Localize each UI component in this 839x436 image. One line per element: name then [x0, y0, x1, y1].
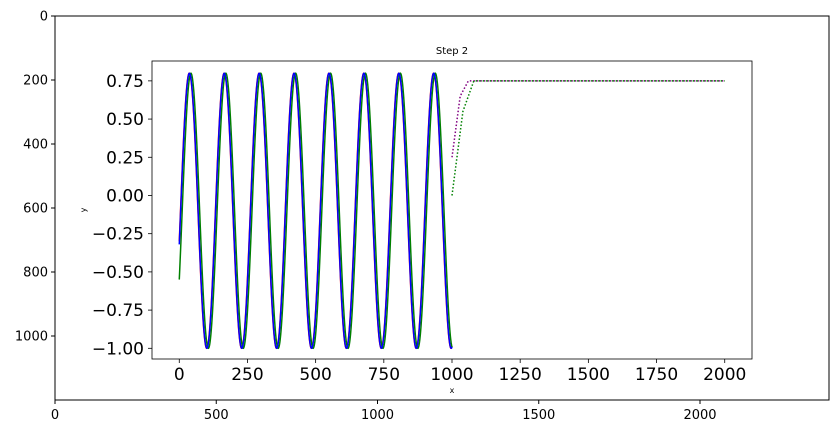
- inner-x-tick-label: 1000: [430, 365, 473, 385]
- outer-y-tick-label: 400: [23, 138, 48, 153]
- inner-x-tick-label: 1250: [499, 365, 542, 385]
- inner-x-tick-label: 2000: [703, 365, 746, 385]
- series-line-4: [451, 80, 725, 196]
- outer-y-tick-label: 1000: [15, 330, 48, 345]
- inner-axes-frame: [151, 60, 753, 360]
- outer-x-tick-label: 2000: [683, 408, 716, 423]
- inner-y-tick-label: −1.00: [92, 339, 144, 359]
- inner-y-tick-label: 0.00: [106, 186, 144, 206]
- inner-x-tick-label: 1500: [567, 365, 610, 385]
- y-axis-label: y: [79, 207, 88, 212]
- outer-x-tick-label: 1500: [522, 408, 555, 423]
- x-axis-label: x: [450, 386, 455, 395]
- outer-y-ticks: 0 200 400 600 800 1000: [15, 10, 55, 345]
- inner-x-ticks: 0 250 500 750 1000 1250 1500 1750 2000: [174, 359, 746, 385]
- series-line-3: [451, 80, 725, 158]
- inner-x-tick-label: 500: [299, 365, 331, 385]
- series-line-2: [178, 72, 453, 350]
- inner-x-tick-label: 1750: [635, 365, 678, 385]
- outer-y-tick-label: 800: [23, 266, 48, 281]
- inner-plot-image: 0 250 500 750 1000 1250 1500 1750 2000 0.750.500…: [79, 46, 753, 395]
- outer-y-tick-label: 600: [23, 202, 48, 217]
- outer-y-tick-label: 200: [23, 74, 48, 89]
- inner-x-tick-label: 0: [174, 365, 185, 385]
- inner-y-tick-label: −0.75: [92, 301, 144, 321]
- chart-title: Step 2: [436, 46, 468, 57]
- inner-y-ticks: 0.75 0.50 0.25 0.00 −0.25 −0.50 −0.75 −1.00: [92, 72, 152, 359]
- inner-y-tick-label: −0.50: [92, 263, 144, 283]
- outer-x-ticks: 0 500 1000 1500 2000: [51, 400, 717, 423]
- outer-x-tick-label: 1000: [361, 408, 394, 423]
- inner-y-tick-label: 0.25: [106, 148, 144, 168]
- inner-x-tick-label: 250: [231, 365, 263, 385]
- inner-y-tick-label: −0.25: [92, 225, 144, 245]
- inner-x-tick-label: 750: [368, 365, 400, 385]
- inner-y-tick-label: 0.50: [106, 110, 144, 130]
- inner-series-group: [178, 72, 725, 350]
- outer-x-tick-label: 500: [204, 408, 229, 423]
- outer-y-tick-label: 0: [40, 10, 48, 25]
- outer-x-tick-label: 0: [51, 408, 59, 423]
- inner-y-tick-label: 0.75: [106, 72, 144, 92]
